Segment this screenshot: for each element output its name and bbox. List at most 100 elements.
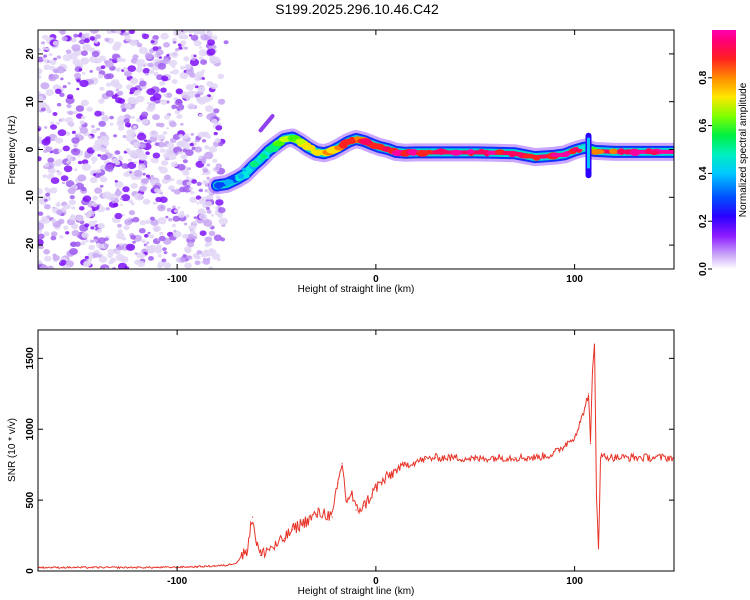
- noise-speckle: [195, 71, 204, 78]
- noise-speckle: [180, 151, 184, 155]
- ridge-blotch: [259, 153, 268, 160]
- noise-speckle: [91, 213, 95, 217]
- noise-speckle: [81, 103, 86, 107]
- noise-speckle: [92, 195, 99, 201]
- noise-speckle: [67, 266, 71, 269]
- noise-speckle: [176, 114, 183, 119]
- noise-speckle: [158, 235, 166, 242]
- noise-speckle: [76, 79, 81, 83]
- noise-speckle: [200, 59, 208, 65]
- noise-speckle: [96, 127, 100, 131]
- noise-speckle: [46, 148, 51, 152]
- noise-speckle: [91, 128, 97, 134]
- snr-point: [566, 442, 568, 444]
- noise-speckle: [97, 73, 104, 79]
- spectrogram-y-axis-label: Frequency (Hz): [7, 116, 18, 185]
- noise-speckle: [116, 90, 124, 96]
- noise-speckle: [160, 138, 164, 142]
- noise-speckle: [105, 82, 112, 87]
- noise-speckle: [183, 246, 192, 253]
- noise-speckle: [204, 243, 210, 248]
- noise-speckle: [162, 247, 167, 252]
- noise-speckle: [130, 234, 137, 240]
- noise-speckle: [94, 110, 102, 117]
- noise-speckle: [187, 103, 196, 110]
- noise-speckle: [184, 262, 192, 269]
- noise-speckle: [192, 220, 198, 225]
- noise-speckle: [78, 68, 83, 72]
- noise-speckle: [43, 54, 48, 58]
- noise-speckle: [139, 80, 147, 87]
- noise-speckle: [171, 253, 177, 258]
- noise-speckle: [92, 252, 99, 258]
- ridge-blotch: [486, 150, 497, 155]
- noise-speckle: [178, 46, 183, 50]
- y-tick-label: 10: [25, 96, 36, 108]
- noise-speckle: [192, 236, 197, 240]
- noise-speckle: [96, 169, 102, 174]
- snr-point: [260, 554, 262, 557]
- snr-point: [385, 478, 387, 480]
- noise-speckle: [56, 171, 63, 176]
- ridge-blotch: [649, 150, 659, 156]
- noise-speckle: [125, 148, 131, 153]
- noise-speckle: [133, 91, 139, 96]
- noise-speckle: [80, 57, 90, 65]
- noise-speckle: [145, 219, 151, 225]
- noise-speckle: [204, 195, 210, 200]
- noise-speckle: [211, 252, 221, 260]
- noise-speckle: [183, 30, 189, 33]
- noise-speckle: [124, 103, 132, 109]
- snr-point: [375, 486, 377, 488]
- noise-speckle: [157, 204, 166, 212]
- noise-speckle: [61, 117, 66, 122]
- noise-speckle: [123, 172, 130, 177]
- noise-speckle: [199, 230, 207, 236]
- noise-speckle: [114, 190, 122, 197]
- noise-speckle: [150, 219, 159, 227]
- noise-speckle: [77, 174, 87, 182]
- noise-speckle: [117, 223, 122, 228]
- noise-speckle: [206, 163, 211, 167]
- noise-speckle: [89, 70, 93, 73]
- noise-speckle: [130, 115, 135, 119]
- noise-speckle: [113, 41, 122, 48]
- noise-speckle: [178, 134, 184, 138]
- snr-point: [275, 544, 278, 547]
- noise-speckle: [121, 213, 125, 217]
- noise-speckle: [159, 148, 166, 153]
- noise-speckle: [65, 96, 75, 105]
- noise-speckle: [185, 97, 191, 101]
- noise-speckle: [182, 170, 190, 176]
- noise-speckle: [198, 113, 204, 118]
- noise-speckle: [154, 247, 163, 254]
- colorbar-tick-label: 0.8: [698, 70, 709, 84]
- noise-speckle: [129, 39, 138, 46]
- colorbar-gradient: [712, 30, 736, 269]
- noise-speckle: [215, 163, 223, 169]
- ridge-blotch: [408, 149, 419, 156]
- noise-speckle: [38, 187, 43, 195]
- noise-speckle: [170, 51, 179, 58]
- colorbar-ticks: 0.0 0.2 0.4 0.6 0.8: [698, 70, 712, 276]
- noise-speckle: [74, 72, 81, 79]
- noise-speckle: [96, 66, 102, 72]
- noise-speckle: [136, 42, 143, 48]
- colorbar-tick-label: 0.2: [698, 214, 709, 228]
- noise-speckle: [70, 148, 81, 156]
- noise-speckle: [99, 184, 104, 188]
- noise-speckle: [159, 231, 164, 236]
- noise-speckle: [49, 121, 55, 125]
- noise-speckle: [104, 37, 110, 42]
- noise-speckle: [177, 163, 186, 171]
- ridge-blotch: [609, 148, 618, 154]
- noise-speckle: [198, 198, 207, 205]
- noise-speckle: [175, 48, 180, 52]
- noise-speckle: [208, 266, 214, 269]
- snr-point: [415, 461, 417, 463]
- noise-speckle: [74, 241, 81, 247]
- noise-speckle: [50, 177, 60, 185]
- noise-speckle: [50, 124, 57, 130]
- noise-speckle: [178, 35, 184, 40]
- noise-speckle: [183, 222, 188, 226]
